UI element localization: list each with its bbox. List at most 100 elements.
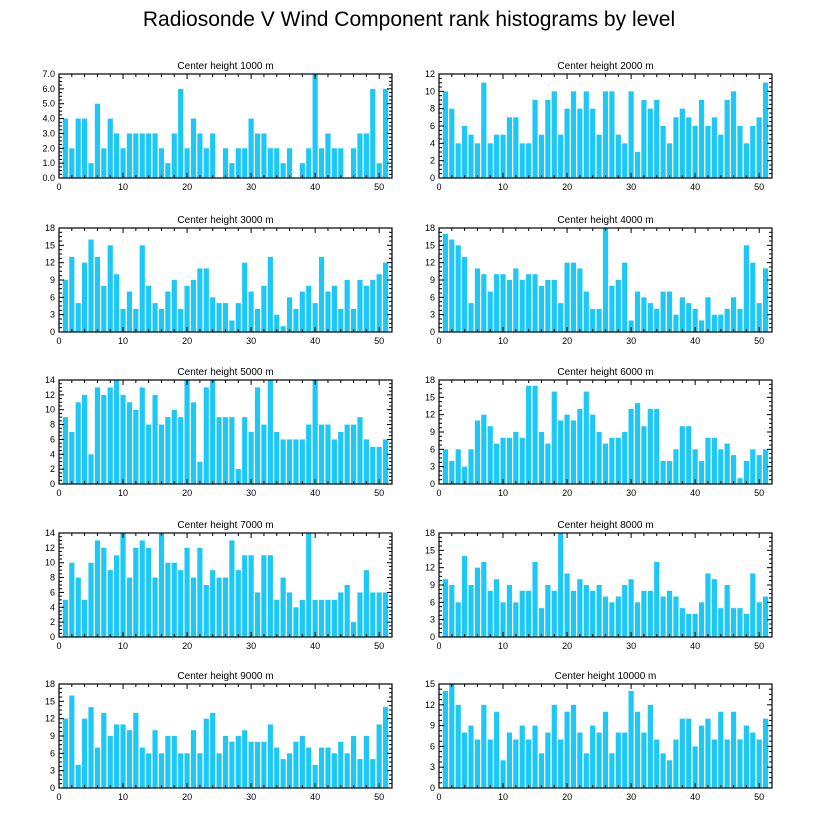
- histogram-bar: [203, 718, 209, 788]
- x-tick-label: 10: [118, 336, 128, 346]
- histogram-bar: [494, 443, 500, 484]
- histogram-bar: [679, 718, 685, 788]
- x-tick-label: 30: [626, 792, 636, 802]
- histogram-bar: [62, 599, 68, 637]
- histogram-bar: [468, 725, 474, 788]
- y-tick-label: 15: [425, 240, 435, 250]
- histogram-bar: [628, 91, 634, 178]
- histogram-bar: [551, 391, 557, 484]
- histogram-bar: [120, 148, 126, 178]
- histogram-bar: [318, 148, 325, 178]
- histogram-bar: [306, 533, 312, 637]
- histogram-bar: [331, 599, 337, 637]
- x-tick-label: 0: [436, 488, 441, 498]
- histogram-bar: [570, 704, 577, 788]
- histogram-bar: [299, 163, 305, 178]
- histogram-bar: [120, 724, 126, 788]
- x-tick-label: 0: [436, 182, 441, 192]
- histogram-bar: [609, 753, 615, 788]
- chart-panel-4: Center height 4000 m 0 10 20 30 40 50 0 3 6 9 12 15 1…: [425, 215, 773, 346]
- x-tick-label: 0: [56, 182, 61, 192]
- histogram-bar: [350, 148, 357, 178]
- histogram-bar: [152, 394, 158, 484]
- histogram-bar: [184, 547, 190, 637]
- x-tick-label: 50: [754, 792, 764, 802]
- y-tick-label: 10: [45, 558, 55, 568]
- histogram-bar: [357, 417, 363, 484]
- y-tick-label: 12: [425, 410, 435, 420]
- histogram-bar: [673, 117, 679, 178]
- y-tick-label: 18: [425, 375, 435, 385]
- x-tick-label: 0: [436, 641, 441, 651]
- histogram-bar: [165, 163, 171, 178]
- histogram-bar: [235, 303, 241, 332]
- histogram-bar: [344, 585, 350, 637]
- histogram-bar: [197, 461, 203, 484]
- histogram-bar: [692, 746, 698, 788]
- histogram-bar: [82, 262, 88, 332]
- x-tick-label: 50: [374, 792, 384, 802]
- y-tick-label: 1.0: [42, 158, 55, 168]
- histogram-bar: [596, 585, 602, 637]
- y-tick-label: 0.0: [42, 173, 55, 183]
- y-tick-label: 3: [430, 615, 435, 625]
- histogram-bar: [363, 285, 369, 332]
- histogram-bar: [350, 308, 357, 332]
- histogram-bar: [254, 387, 261, 484]
- histogram-bar: [178, 308, 184, 332]
- histogram-bar: [178, 88, 184, 178]
- histogram-bar: [526, 739, 532, 788]
- histogram-bar: [583, 753, 589, 788]
- histogram-bar: [609, 91, 615, 178]
- x-tick-label: 0: [56, 641, 61, 651]
- histogram-bar: [286, 297, 293, 332]
- histogram-bar: [705, 126, 711, 178]
- panel-title: Center height 6000 m: [557, 367, 653, 378]
- x-tick-label: 40: [690, 792, 700, 802]
- histogram-bar: [261, 285, 267, 332]
- histogram-bar: [468, 134, 474, 178]
- histogram-bar: [152, 730, 158, 788]
- histogram-bar: [197, 268, 203, 332]
- histogram-bar: [222, 417, 229, 484]
- y-tick-label: 14: [45, 528, 55, 538]
- y-tick-label: 6: [50, 292, 55, 302]
- histogram-bar: [210, 712, 216, 788]
- chart-panel-2: Center height 2000 m 0 10 20 30 40 50 0 2 4 6 8 10 12: [425, 61, 773, 192]
- histogram-bar: [654, 100, 660, 178]
- x-tick-label: 20: [562, 488, 572, 498]
- x-tick-label: 40: [690, 641, 700, 651]
- histogram-bar: [583, 291, 589, 332]
- x-tick-label: 10: [498, 641, 508, 651]
- histogram-bar: [711, 117, 717, 178]
- histogram-bar: [248, 118, 254, 178]
- histogram-bar: [139, 245, 145, 332]
- x-tick-label: 0: [56, 792, 61, 802]
- histogram-bar: [216, 577, 222, 637]
- histogram-bar: [139, 540, 145, 637]
- histogram-bar: [229, 163, 235, 178]
- histogram-bar: [82, 599, 88, 637]
- histogram-bar: [350, 622, 357, 637]
- histogram-bar: [62, 280, 68, 332]
- histogram-bar: [350, 736, 357, 788]
- histogram-bar: [133, 308, 139, 332]
- histogram-bar: [363, 439, 369, 484]
- histogram-bar: [577, 732, 583, 788]
- histogram-bar: [538, 432, 545, 484]
- histogram-bar: [235, 736, 241, 788]
- histogram-bar: [222, 148, 229, 178]
- histogram-bar: [545, 585, 551, 637]
- histogram-bar: [139, 387, 145, 484]
- histogram-bar: [692, 613, 698, 637]
- histogram-bar: [641, 297, 647, 332]
- histogram-bar: [376, 592, 382, 637]
- histogram-bar: [519, 280, 525, 332]
- histogram-bar: [382, 707, 389, 788]
- histogram-bar: [274, 432, 280, 484]
- histogram-bar: [474, 268, 481, 332]
- y-tick-label: 8: [50, 573, 55, 583]
- histogram-bar: [286, 148, 293, 178]
- histogram-bar: [235, 148, 241, 178]
